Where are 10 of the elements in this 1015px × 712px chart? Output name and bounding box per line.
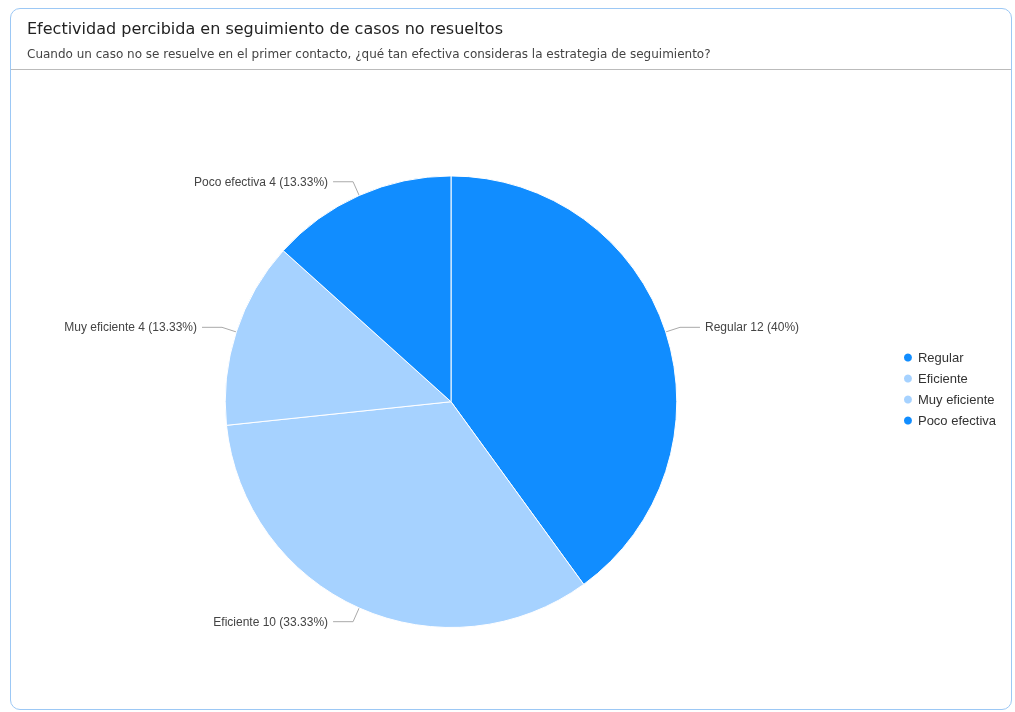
- category-label: Poco efectiva 4 (13.33%): [193, 174, 329, 189]
- category-label: Eficiente 10 (33.33%): [213, 614, 329, 629]
- legend-label: Poco efectiva: [917, 413, 997, 428]
- chart-subtitle: Cuando un caso no se resuelve en el primer contacto, ¿qué tan efectiva consideras la estrategia de seguimiento?: [27, 47, 711, 61]
- legend-label: Regular: [917, 350, 965, 365]
- legend-label: Muy eficiente: [917, 392, 995, 407]
- legend-label: Eficiente: [917, 371, 968, 386]
- chart-title: Efectividad percibida en seguimiento de casos no resueltos: [27, 19, 503, 38]
- category-label: Regular 12 (40%): [705, 320, 800, 335]
- category-label: Muy eficiente 4 (13.33%): [64, 320, 197, 335]
